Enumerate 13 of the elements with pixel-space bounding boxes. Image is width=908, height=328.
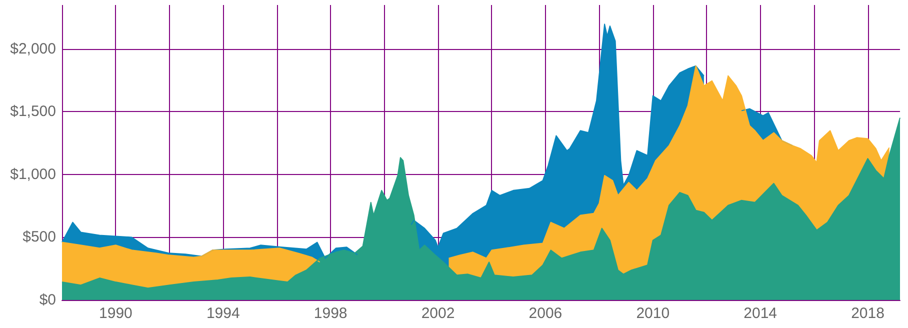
y-tick-label: $1,000	[10, 166, 56, 183]
x-tick-label: 1998	[314, 305, 348, 322]
y-tick-label: $500	[22, 228, 56, 246]
x-tick-label: 2014	[744, 305, 778, 322]
y-tick-label: $1,500	[10, 103, 56, 120]
x-tick-label: 2010	[636, 305, 670, 322]
x-tick-label: 2006	[528, 305, 562, 322]
y-tick-label: $2,000	[10, 40, 56, 58]
x-tick-label: 2018	[851, 305, 884, 322]
x-tick-label: 2002	[421, 305, 455, 322]
y-tick-label: $0	[39, 292, 56, 308]
x-tick-label: 1990	[99, 305, 132, 322]
x-tick-label: 1994	[206, 305, 240, 322]
